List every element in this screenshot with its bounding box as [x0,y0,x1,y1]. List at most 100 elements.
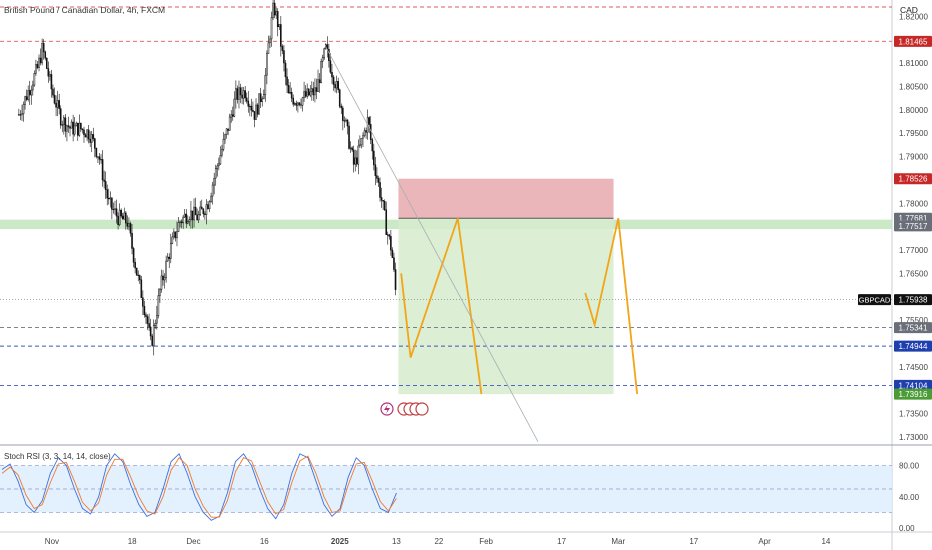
candle-body [45,57,48,69]
take-profit-zone [398,218,614,395]
candle-body [87,129,90,140]
candle-body [219,154,222,165]
candle-body [190,210,192,220]
price-label: 1.81465 [899,37,928,46]
price-label: 1.74944 [899,342,928,351]
candle-body [216,165,219,169]
candle-body [132,248,135,263]
price-label-bg [894,35,932,47]
candle-body [245,97,248,102]
candle-body [173,231,175,238]
candle-body [311,88,313,93]
candle-body [267,42,270,54]
candle-body [385,209,388,235]
candle-body [368,117,370,125]
lightning-icon[interactable] [380,402,394,416]
candle-body [131,232,133,249]
candle-body [121,215,124,220]
candle-body [298,102,301,105]
candle-body [84,134,87,138]
candle-body [213,177,215,186]
candle-body [162,275,164,281]
candle-body [55,102,57,108]
candle-body [111,197,113,210]
candle-body [38,57,40,68]
candle-body [222,138,225,150]
candle-body [382,200,384,202]
stoch-tick-label: 40.00 [899,493,920,502]
price-tick-label: 1.78000 [899,199,928,208]
candle-body [228,116,231,131]
candle-body [281,46,284,51]
candle-body [134,262,136,269]
time-tick-label: Dec [186,537,200,546]
candle-body [214,168,217,179]
candle-body [103,179,105,182]
candle-body [343,120,346,122]
candle-body [286,76,288,86]
time-tick-label: Feb [479,537,493,546]
candle-body [323,48,326,58]
candle-body [242,90,245,99]
candle-body [35,64,37,74]
price-label: 1.77517 [899,222,928,231]
candle-body [318,79,321,83]
price-tick-label: 1.80000 [899,106,928,115]
candle-body [174,231,177,239]
candle-body [278,24,281,28]
candle-body [208,201,211,210]
candle-body [114,208,116,210]
candle-body [390,236,392,251]
candle-body [125,212,127,224]
candle-body [199,206,202,215]
candle-body [383,200,386,211]
candle-body [264,74,267,95]
candle-body [24,96,26,105]
economic-events-icon[interactable] [397,402,429,416]
symbol-tag-bg [858,294,891,306]
candle-body [352,149,355,165]
time-tick-label: 16 [260,537,269,546]
candle-body [331,72,333,78]
candle-body [338,89,341,107]
candle-body [287,85,290,94]
candle-body [266,53,268,76]
candle-body [149,326,152,337]
candle-body [163,277,166,281]
candle-body [359,144,361,147]
candle-body [300,104,302,106]
candle-body [90,134,93,143]
price-label-bg [894,220,932,232]
candle-body [225,128,228,135]
candle-body [236,88,239,100]
candle-body [180,221,183,224]
candle-body [334,84,336,89]
candle-body [309,91,312,96]
candle-body [238,87,240,100]
candle-body [156,315,158,324]
candle-body [183,213,186,218]
price-label: 1.74104 [899,381,928,390]
candle-body [118,209,121,225]
candle-body [301,97,304,106]
candle-body [351,147,353,151]
candle-body [239,87,242,96]
candle-body [293,103,296,105]
candle-body [221,148,223,156]
candle-body [59,108,62,126]
candle-body [357,145,360,165]
candle-body [49,74,51,77]
candle-body [348,125,350,149]
candle-body [360,137,363,146]
candle-body [63,117,65,126]
candle-body [50,74,53,90]
candle-body [106,189,109,199]
candle-body [53,94,56,104]
trend-line [325,46,539,442]
time-tick-label: Apr [758,537,771,546]
candle-body [193,206,195,221]
candle-body [101,159,104,181]
candle-body [259,93,262,102]
candle-body [129,223,132,234]
